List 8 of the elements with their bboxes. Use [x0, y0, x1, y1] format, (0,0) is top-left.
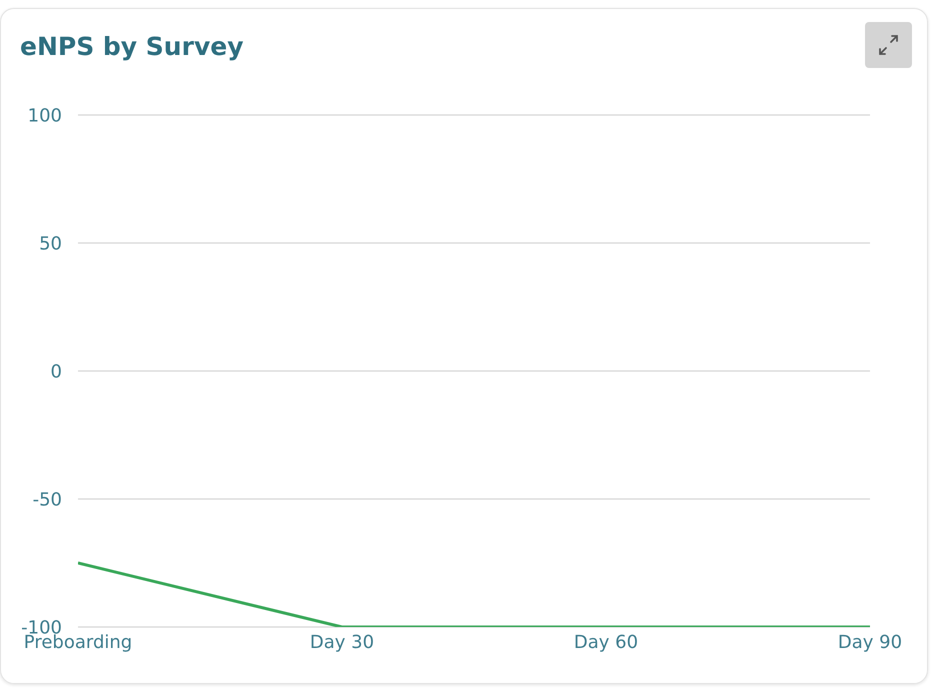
y-tick-label: 100 [28, 105, 62, 126]
y-tick-label: 0 [50, 361, 62, 382]
y-tick-label: -50 [32, 489, 62, 510]
y-tick-label: 50 [39, 233, 62, 254]
x-tick-label: Day 90 [838, 632, 902, 653]
chart-title: eNPS by Survey [20, 32, 244, 61]
x-tick-label: Day 60 [574, 632, 638, 653]
x-tick-label: Day 30 [310, 632, 374, 653]
